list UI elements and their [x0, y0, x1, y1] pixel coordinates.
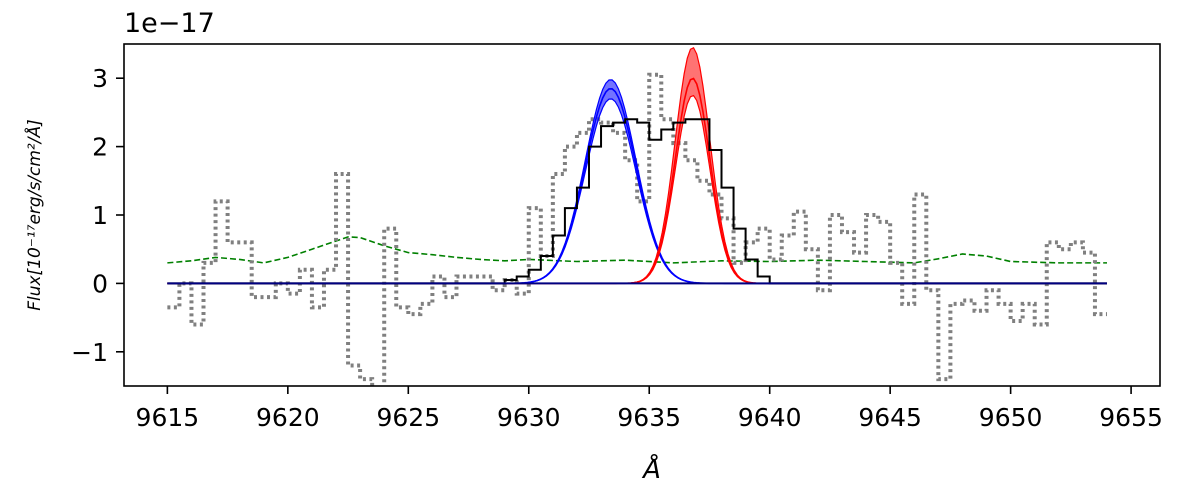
y-offset-label: 1e−17 — [124, 8, 215, 39]
x-tick-label-9630: 9630 — [497, 403, 561, 432]
x-tick-label-9650: 9650 — [979, 403, 1043, 432]
y-tick-label-2: 2 — [92, 133, 108, 162]
x-tick-label-9635: 9635 — [617, 403, 681, 432]
gaussian-line-1 — [167, 77, 1107, 285]
x-tick-label-9640: 9640 — [738, 403, 802, 432]
y-axis-label-unit: [10⁻¹⁷erg/s/cm²/Å] — [23, 119, 45, 275]
series-error-line — [167, 236, 1107, 264]
x-axis: 9615 9620 9625 9630 9635 9640 9645 9650 9655 — [136, 386, 1163, 432]
y-tick-label--1: −1 — [71, 338, 108, 367]
x-tick-label-9625: 9625 — [376, 403, 440, 432]
y-tick-label-1: 1 — [92, 201, 108, 230]
plot-series-group — [167, 46, 1107, 386]
plot-area — [167, 46, 1107, 386]
y-axis-label: Flux[10⁻¹⁷erg/s/cm²/Å] — [23, 119, 45, 310]
series-model-steps — [167, 118, 1107, 285]
x-tick-label-9655: 9655 — [1099, 403, 1163, 432]
x-axis-label: Å — [641, 453, 661, 485]
x-tick-label-9645: 9645 — [858, 403, 922, 432]
y-tick-label-3: 3 — [92, 64, 108, 93]
gaussian-band-0 — [167, 79, 1107, 284]
y-tick-label-0: 0 — [92, 269, 108, 298]
axes-frame — [123, 43, 1161, 387]
x-tick-label-9620: 9620 — [256, 403, 320, 432]
y-axis: −1 0 1 2 3 — [71, 64, 124, 367]
x-tick-label-9615: 9615 — [136, 403, 200, 432]
y-axis-label-main: Flux — [25, 274, 45, 310]
